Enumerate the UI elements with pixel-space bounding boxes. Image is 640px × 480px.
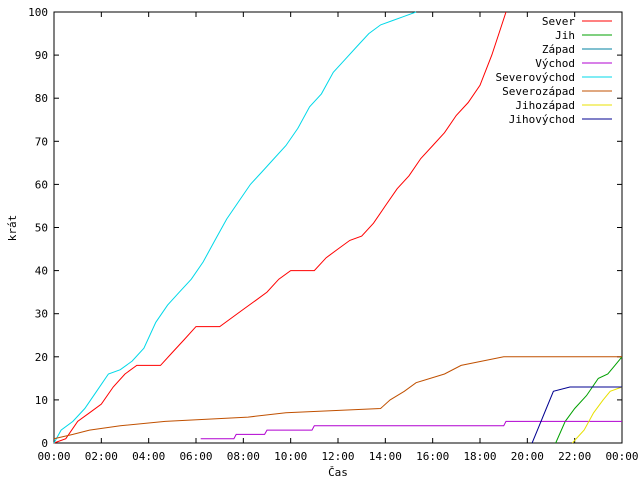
legend-label: Východ <box>535 57 575 70</box>
series-line <box>53 356 622 440</box>
x-tick-label: 06:00 <box>179 450 212 463</box>
y-tick-label: 90 <box>35 49 48 62</box>
legend-label: Severovýchod <box>496 71 575 84</box>
legend-label: Severozápad <box>502 85 575 98</box>
x-tick-label: 22:00 <box>558 450 591 463</box>
series-line <box>200 420 622 440</box>
series-line <box>555 356 623 444</box>
x-tick-label: 12:00 <box>321 450 354 463</box>
x-tick-label: 00:00 <box>605 450 638 463</box>
y-tick-label: 10 <box>35 394 48 407</box>
x-tick-label: 16:00 <box>416 450 449 463</box>
y-tick-label: 0 <box>41 437 48 450</box>
x-tick-label: 04:00 <box>132 450 165 463</box>
x-tick-label: 10:00 <box>274 450 307 463</box>
x-tick-label: 02:00 <box>85 450 118 463</box>
series-line <box>571 386 623 444</box>
x-tick-label: 18:00 <box>463 450 496 463</box>
x-axis: 00:00 02:00 04:00 06:00 08:00 10:00 12:00 14:00… <box>37 12 639 463</box>
series-line <box>53 11 417 444</box>
y-tick-label: 40 <box>35 265 48 278</box>
legend-label: Jih <box>555 29 575 42</box>
legend-label: Sever <box>542 15 575 28</box>
legend-label: Jihovýchod <box>509 113 575 126</box>
x-axis-label: Čas <box>328 466 348 479</box>
y-tick-label: 30 <box>35 308 48 321</box>
x-tick-label: 14:00 <box>369 450 402 463</box>
series-line <box>53 11 507 444</box>
y-axis: 0 10 20 30 40 50 60 70 80 90 100 <box>28 6 622 450</box>
y-tick-label: 60 <box>35 178 48 191</box>
x-tick-label: 08:00 <box>227 450 260 463</box>
y-tick-label: 100 <box>28 6 48 19</box>
y-tick-label: 20 <box>35 351 48 364</box>
y-tick-label: 70 <box>35 135 48 148</box>
series-lines <box>53 11 623 444</box>
y-axis-label: krát <box>6 215 19 242</box>
legend-label: Západ <box>542 43 575 56</box>
y-tick-label: 80 <box>35 92 48 105</box>
series-line <box>531 386 622 444</box>
x-tick-label: 00:00 <box>37 450 70 463</box>
y-tick-label: 50 <box>35 222 48 235</box>
x-tick-label: 20:00 <box>511 450 544 463</box>
legend: SeverJihZápadVýchodSeverovýchodSeverozáp… <box>496 15 612 126</box>
legend-label: Jihozápad <box>515 99 575 112</box>
